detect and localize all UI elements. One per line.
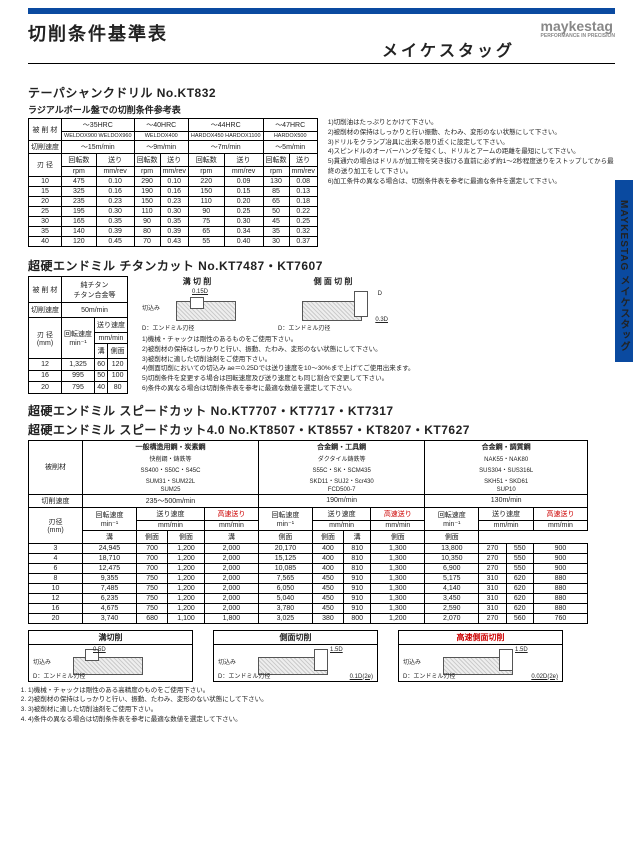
d-label: D	[378, 291, 382, 297]
diag1-title: 溝 切 削	[142, 276, 252, 287]
logo: maykestag PERFORMANCE IN PRECISION	[541, 18, 615, 39]
page-header: 切削条件基準表 メイケスタッグ maykestag PERFORMANCE IN…	[28, 8, 615, 64]
diag2-val: 0.3D	[375, 317, 388, 323]
side-tab-text: MAYKESTAG メイケスタッグ	[616, 200, 631, 352]
section3-title1: 超硬エンドミル スピードカット No.KT7707・KT7717・KT7317	[28, 402, 615, 419]
section1-table: 被 削 材～35HRC～40HRC～44HRC～47HRCWELDOX900 W…	[28, 118, 318, 247]
logo-text: maykestag	[541, 18, 613, 34]
diag2-title: 側 面 切 削	[278, 276, 388, 287]
diag1-foot: D：エンドミル刃径	[142, 323, 194, 332]
section3-diagrams: 溝切削切込み0.5DD：エンドミル刃径側面切削切込み1.5DD：エンドミル刃径0…	[28, 630, 615, 682]
section1-notes: 1)切削油はたっぷりとかけて下さい。2)被削材の保持はしっかりと行い振動、たわみ…	[328, 118, 615, 186]
section3-table: 被削材一般構造用鋼・炭素鋼合金鋼・工具鋼合金鋼・調質鋼快削鋼・鋳鉄等ダクタイル鋳…	[28, 440, 588, 624]
section1-subtitle: ラジアルボール盤での切削条件参考表	[28, 103, 615, 116]
section2-notes: 1)機械・チャックは剛性のあるものをご使用下さい。2)被削材の保持はしっかりと行…	[142, 335, 615, 394]
section1-title: テーパシャンクドリル No.KT832	[28, 84, 615, 101]
section3-title2: 超硬エンドミル スピードカット4.0 No.KT8507・KT8557・KT82…	[28, 421, 615, 438]
diag2-foot: D：エンドミル刃径	[278, 323, 330, 332]
section2-title: 超硬エンドミル チタンカット No.KT7487・KT7607	[28, 257, 615, 274]
cut-label: 切込み	[142, 303, 160, 312]
logo-tagline: PERFORMANCE IN PRECISION	[541, 34, 615, 39]
section3-notes: 1)機械・チャックは剛性のある高精度のものをご使用下さい。2)被削材の保持はしっ…	[28, 686, 615, 725]
page-title: 切削条件基準表	[28, 20, 615, 46]
groove-cut-diagram: 溝 切 削 切込み 0.15D D：エンドミル刃径	[142, 276, 252, 331]
side-cut-diagram: 側 面 切 削 D 0.3D D：エンドミル刃径	[278, 276, 388, 331]
diag1-val: 0.15D	[192, 289, 208, 295]
section2-table: 被 削 材純チタン チタン合金等切削速度50m/min刃 径(mm)回転速度mi…	[28, 276, 128, 394]
page-subtitle: メイケスタッグ	[382, 37, 515, 61]
